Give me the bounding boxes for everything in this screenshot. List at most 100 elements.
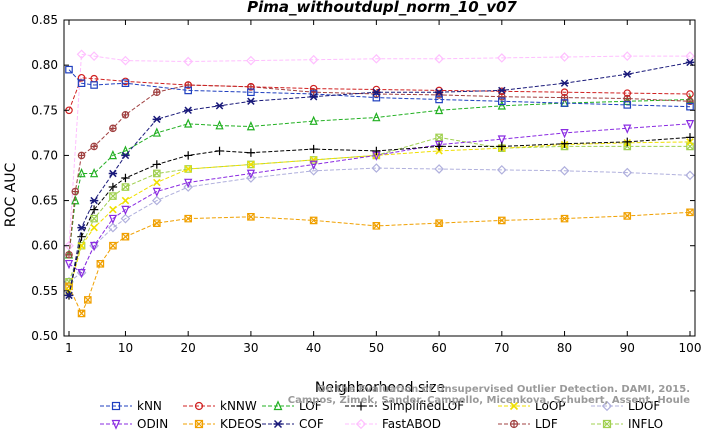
- series-line-kdeos: [68, 211, 691, 315]
- data-point-fastabod: [371, 53, 382, 64]
- legend-label-knn: kNN: [137, 399, 162, 413]
- legend-label-ldf: LDF: [535, 417, 558, 431]
- legend-marker-knn: [111, 401, 121, 411]
- legend-label-ldof: LDOF: [628, 399, 660, 413]
- legend-marker-simplifiedlof: [356, 401, 366, 411]
- data-point-cof: [623, 70, 632, 78]
- series-line-fastabod: [68, 53, 690, 246]
- data-point-odin: [309, 160, 318, 170]
- plot-frame: [63, 19, 696, 337]
- data-point-odin: [560, 129, 569, 139]
- legend-marker-loop: [509, 401, 519, 411]
- data-point-knn: [372, 93, 381, 102]
- series-odin: [64, 120, 695, 279]
- legend-item-fastabod: FastABOD: [345, 417, 441, 431]
- legend-marker-lof: [273, 400, 283, 411]
- data-point-simplifiedlof: [560, 139, 569, 148]
- legend-label-inflo: INFLO: [628, 417, 663, 431]
- data-point-knn: [65, 65, 73, 74]
- series-inflo: [65, 133, 694, 286]
- data-point-odin: [77, 269, 86, 279]
- data-point-inflo: [153, 169, 161, 178]
- legend-marker-inflo: [602, 419, 612, 429]
- series-line-knnw: [68, 77, 691, 111]
- legend-label-simplifiedlof: SimplifiedLOF: [382, 399, 464, 413]
- data-point-odin: [184, 178, 193, 188]
- data-point-odin: [623, 124, 632, 134]
- data-point-fastabod: [434, 53, 444, 64]
- data-point-odin: [685, 120, 695, 130]
- data-point-knnw: [184, 81, 192, 89]
- legend-marker-fastabod: [355, 418, 367, 430]
- y-tick-label: 0.50: [31, 329, 58, 343]
- data-point-kdeos: [247, 213, 255, 221]
- y-tick-label: 0.55: [31, 284, 58, 298]
- series-fastabod: [64, 49, 695, 251]
- data-point-cof: [89, 196, 99, 205]
- data-point-lof: [121, 145, 130, 155]
- data-point-kdeos: [184, 214, 192, 223]
- x-tick-label: 50: [369, 341, 384, 355]
- data-point-loop: [309, 156, 318, 164]
- data-point-simplifiedlof: [89, 205, 99, 214]
- series-line-cof: [68, 61, 691, 296]
- data-point-cof: [64, 291, 74, 300]
- data-point-ldf: [71, 187, 80, 196]
- data-point-kdeos: [560, 214, 569, 223]
- legend-marker-cof: [273, 419, 283, 429]
- data-point-cof: [77, 223, 86, 232]
- data-point-lof: [71, 195, 80, 205]
- x-tick-label: 80: [557, 341, 572, 355]
- x-tick-label: 10: [118, 341, 133, 355]
- data-point-kdeos: [498, 216, 506, 225]
- data-point-ldof: [371, 163, 382, 173]
- x-tick-label: 1: [65, 341, 73, 355]
- data-point-kdeos: [96, 259, 105, 268]
- y-tick-label: 0.60: [31, 239, 58, 253]
- series-line-ldof: [68, 167, 691, 283]
- data-point-fastabod: [246, 55, 256, 66]
- data-point-ldf: [153, 88, 161, 96]
- data-point-lof: [184, 118, 193, 128]
- data-point-knn: [90, 81, 98, 89]
- data-point-loop: [435, 147, 443, 155]
- data-point-inflo: [90, 214, 98, 223]
- data-point-lof: [309, 115, 318, 125]
- data-point-lof: [246, 121, 256, 131]
- data-point-knn: [247, 88, 255, 97]
- data-point-loop: [247, 160, 255, 169]
- data-point-cof: [108, 169, 118, 178]
- data-point-fastabod: [120, 55, 131, 66]
- axes: 1 10 20 30 40 50 60 70 80 90 100 0.50 0.55 0.60 0.65 0.…: [31, 13, 701, 355]
- legend-marker-ldof: [601, 400, 613, 412]
- watermark-line-2: Campos, Zimek, Sander, Campello, Micenko…: [288, 395, 690, 406]
- data-point-knnw: [686, 90, 694, 98]
- data-point-simplifiedlof: [309, 144, 318, 154]
- series-cof: [64, 58, 695, 300]
- x-tick-label: 40: [306, 341, 321, 355]
- legend-marker-knnw: [194, 401, 204, 411]
- legend-label-lof: LOF: [299, 399, 322, 413]
- data-point-cof: [183, 106, 193, 115]
- data-point-odin: [64, 259, 74, 270]
- data-point-ldf: [121, 111, 130, 119]
- legend-label-kdeos: KDEOS: [220, 417, 262, 431]
- data-point-fastabod: [685, 51, 695, 61]
- data-point-odin: [152, 187, 161, 198]
- x-axis-label: Neighborhood size: [315, 380, 445, 396]
- data-point-cof: [121, 151, 130, 160]
- data-point-cof: [372, 88, 381, 96]
- data-point-lof: [372, 112, 381, 122]
- y-tick-label: 0.65: [31, 194, 58, 208]
- data-point-simplifiedlof: [183, 151, 193, 160]
- data-point-lof: [89, 168, 99, 178]
- data-point-kdeos: [121, 232, 130, 241]
- watermark-line-1: On the Evaluation of Unsupervised Outlie…: [317, 384, 690, 395]
- series-line-odin: [68, 123, 691, 274]
- legend-label-knnw: kNNW: [220, 399, 257, 413]
- series-line-lof: [68, 99, 691, 255]
- legend-item-loop: LoOP: [498, 399, 566, 413]
- y-tick-label: 0.85: [31, 13, 58, 27]
- data-point-cof: [497, 86, 507, 95]
